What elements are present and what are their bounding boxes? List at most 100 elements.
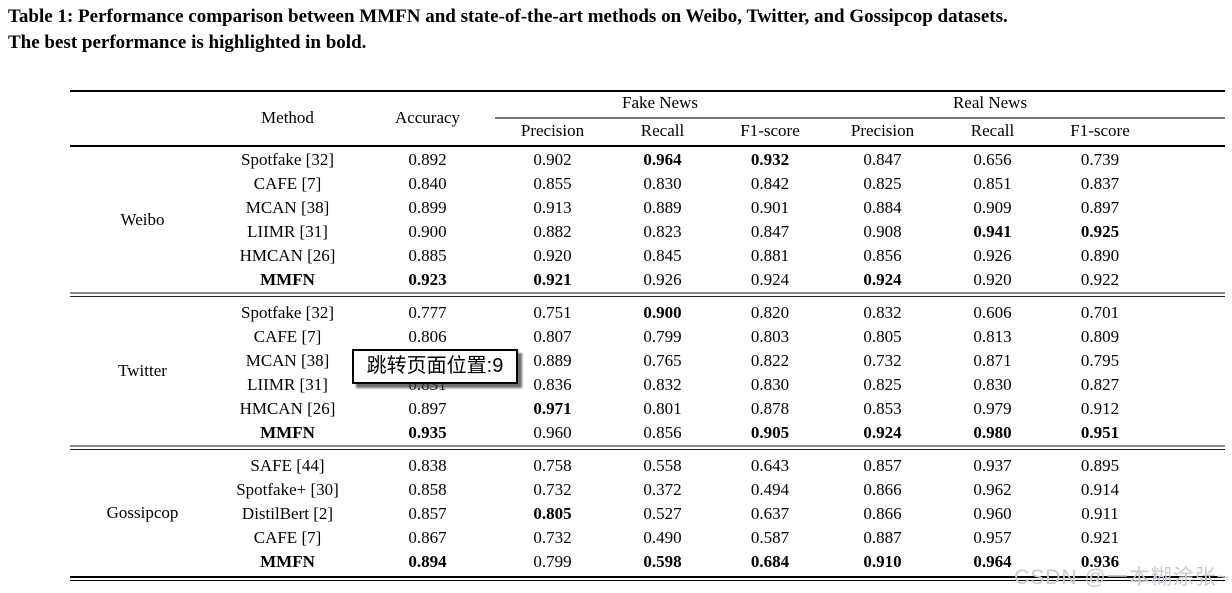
value-cell: 0.739 — [1080, 150, 1120, 169]
column-header-fn-recall: Recall — [640, 121, 685, 140]
table-row: LIIMR [31] 0.831 0.836 0.832 0.830 0.825 0.830… — [70, 373, 1225, 397]
value-cell: 0.926 — [643, 270, 682, 289]
table-row: MCAN [38] 0.889 0.765 0.822 0.732 0.871 0.795 — [70, 349, 1225, 373]
value-cell: 0.856 — [863, 246, 902, 265]
value-cell: 0.837 — [1080, 174, 1120, 193]
value-cell: 0.732 — [533, 480, 572, 499]
column-header-accuracy: Accuracy — [394, 108, 461, 127]
table-row: HMCAN [26] 0.897 0.971 0.801 0.878 0.853 0.979… — [70, 397, 1225, 421]
value-cell: 0.825 — [863, 375, 902, 394]
value-cell: 0.884 — [863, 198, 902, 217]
table-rule-divider1 — [70, 292, 1225, 294]
table-rule-top — [70, 90, 1225, 92]
value-cell: 0.732 — [533, 528, 572, 547]
value-cell: 0.799 — [533, 552, 572, 571]
table-rule-group-underline — [495, 117, 1225, 119]
value-cell: 0.853 — [863, 399, 902, 418]
group-header-fake-news: Fake News — [621, 93, 698, 112]
value-cell: 0.684 — [750, 552, 790, 571]
value-cell: 0.951 — [1080, 423, 1120, 442]
value-cell: 0.858 — [408, 480, 447, 499]
method-cell: Spotfake+ [30] — [236, 480, 339, 499]
dataset-label-weibo: Weibo — [120, 210, 165, 229]
table-row: MMFN 0.935 0.960 0.856 0.905 0.924 0.980 0.951 — [70, 421, 1225, 445]
value-cell: 0.905 — [750, 423, 790, 442]
value-cell: 0.813 — [973, 327, 1012, 346]
value-cell: 0.962 — [973, 480, 1012, 499]
value-cell: 0.765 — [643, 351, 682, 370]
value-cell: 0.490 — [643, 528, 682, 547]
value-cell: 0.807 — [533, 327, 572, 346]
value-cell: 0.960 — [533, 423, 572, 442]
page-jump-tooltip-text: 跳转页面位置:9 — [366, 355, 504, 377]
value-cell: 0.890 — [1080, 246, 1120, 265]
value-cell: 0.830 — [973, 375, 1012, 394]
caption-line2: The best performance is highlighted in b… — [8, 32, 367, 53]
column-header-rn-precision: Precision — [850, 121, 915, 140]
value-cell: 0.926 — [973, 246, 1012, 265]
table-rule-bottom — [70, 576, 1225, 578]
value-cell: 0.598 — [643, 552, 682, 571]
value-cell: 0.901 — [750, 198, 790, 217]
table-row: MMFN 0.923 0.921 0.926 0.924 0.924 0.920 0.922 — [70, 268, 1225, 292]
value-cell: 0.857 — [863, 456, 902, 475]
value-cell: 0.827 — [1080, 375, 1120, 394]
value-cell: 0.909 — [973, 198, 1012, 217]
csdn-watermark: CSDN @一本糊涂张~ — [1014, 566, 1230, 589]
dataset-label-twitter: Twitter — [118, 360, 167, 380]
value-cell: 0.964 — [973, 552, 1012, 571]
value-cell: 0.777 — [408, 303, 447, 322]
value-cell: 0.823 — [643, 222, 682, 241]
value-cell: 0.914 — [1080, 480, 1120, 499]
table-row: MCAN [38] 0.899 0.913 0.889 0.901 0.884 0.909 0… — [70, 196, 1225, 220]
value-cell: 0.957 — [973, 528, 1012, 547]
table-rule-divider1b — [70, 296, 1225, 297]
value-cell: 0.941 — [973, 222, 1012, 241]
value-cell: 0.924 — [863, 270, 902, 289]
dataset-label-gossipcop: Gossipcop — [106, 502, 179, 522]
table-row: Spotfake [32] 0.777 0.751 0.900 0.820 0.832 0.… — [70, 301, 1225, 325]
group-header-real-news: Real News — [952, 93, 1028, 112]
value-cell: 0.838 — [408, 456, 447, 475]
value-cell: 0.606 — [973, 303, 1012, 322]
method-cell: MMFN — [260, 270, 315, 289]
value-cell: 0.936 — [1080, 552, 1120, 571]
value-cell: 0.830 — [750, 375, 790, 394]
value-cell: 0.806 — [408, 327, 447, 346]
column-header-rn-recall: Recall — [970, 121, 1015, 140]
method-cell: Spotfake [32] — [240, 303, 334, 322]
table-row: Spotfake [32] 0.892 0.902 0.964 0.932 0.847 0.… — [70, 148, 1225, 172]
value-cell: 0.937 — [973, 456, 1012, 475]
table-row: DistilBert [2] 0.857 0.805 0.527 0.637 0.866 0… — [70, 502, 1225, 526]
value-cell: 0.832 — [643, 375, 682, 394]
method-cell: MMFN — [260, 552, 315, 571]
page-jump-tooltip: 跳转页面位置:9 — [352, 349, 518, 384]
table-row: CAFE [7] 0.840 0.855 0.830 0.842 0.825 0.851 0.… — [70, 172, 1225, 196]
value-cell: 0.921 — [1080, 528, 1120, 547]
table-rule-divider2b — [70, 449, 1225, 450]
table-caption: Table 1: Performance comparison between … — [8, 4, 1228, 56]
value-cell: 0.911 — [1081, 504, 1119, 523]
caption-line1: Table 1: Performance comparison between … — [8, 6, 1008, 27]
value-cell: 0.897 — [408, 399, 447, 418]
method-cell: DistilBert [2] — [241, 504, 334, 523]
table-rule-header — [70, 145, 1225, 147]
value-cell: 0.845 — [643, 246, 682, 265]
value-cell: 0.895 — [1080, 456, 1120, 475]
method-cell: CAFE [7] — [253, 327, 322, 346]
value-cell: 0.836 — [533, 375, 572, 394]
value-cell: 0.887 — [863, 528, 902, 547]
value-cell: 0.656 — [973, 150, 1012, 169]
value-cell: 0.637 — [750, 504, 790, 523]
value-cell: 0.857 — [408, 504, 447, 523]
value-cell: 0.799 — [643, 327, 682, 346]
table-row: SAFE [44] 0.838 0.758 0.558 0.643 0.857 0.937 0… — [70, 454, 1225, 478]
value-cell: 0.881 — [750, 246, 790, 265]
column-header-rn-f1: F1-score — [1070, 121, 1130, 140]
value-cell: 0.855 — [533, 174, 572, 193]
method-cell: MCAN [38] — [245, 198, 330, 217]
value-cell: 0.908 — [863, 222, 902, 241]
value-cell: 0.527 — [643, 504, 682, 523]
value-cell: 0.701 — [1080, 303, 1120, 322]
